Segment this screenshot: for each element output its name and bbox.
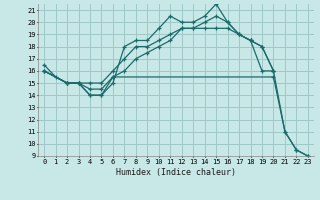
X-axis label: Humidex (Indice chaleur): Humidex (Indice chaleur) — [116, 168, 236, 177]
